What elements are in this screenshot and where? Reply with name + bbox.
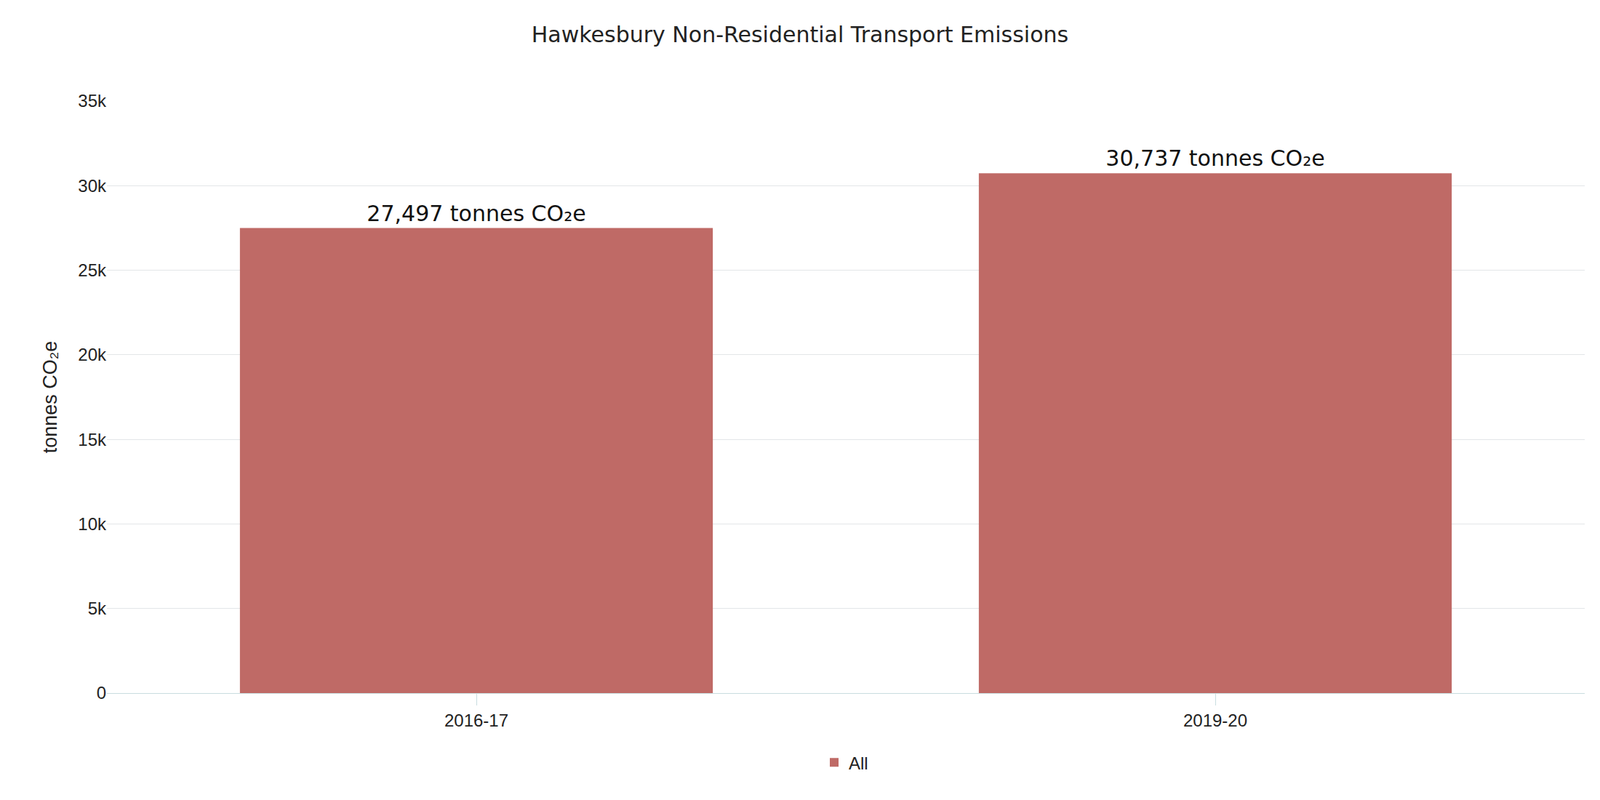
svg-text:30,737 tonnes CO₂e: 30,737 tonnes CO₂e <box>1105 145 1325 171</box>
svg-text:0: 0 <box>96 682 107 703</box>
svg-text:All: All <box>848 753 869 774</box>
svg-text:20k: 20k <box>77 344 107 365</box>
svg-text:35k: 35k <box>77 90 107 111</box>
svg-text:30k: 30k <box>77 176 107 196</box>
svg-text:27,497 tonnes CO₂e: 27,497 tonnes CO₂e <box>366 200 586 227</box>
svg-text:10k: 10k <box>77 514 107 534</box>
svg-text:Hawkesbury Non-Residential Tra: Hawkesbury Non-Residential Transport Emi… <box>531 21 1069 48</box>
svg-text:2016-17: 2016-17 <box>444 710 509 731</box>
svg-text:25k: 25k <box>77 260 107 280</box>
svg-text:15k: 15k <box>77 429 107 450</box>
svg-text:tonnes CO₂e: tonnes CO₂e <box>39 341 62 454</box>
svg-text:5k: 5k <box>88 598 107 619</box>
svg-text:2019-20: 2019-20 <box>1183 710 1248 731</box>
